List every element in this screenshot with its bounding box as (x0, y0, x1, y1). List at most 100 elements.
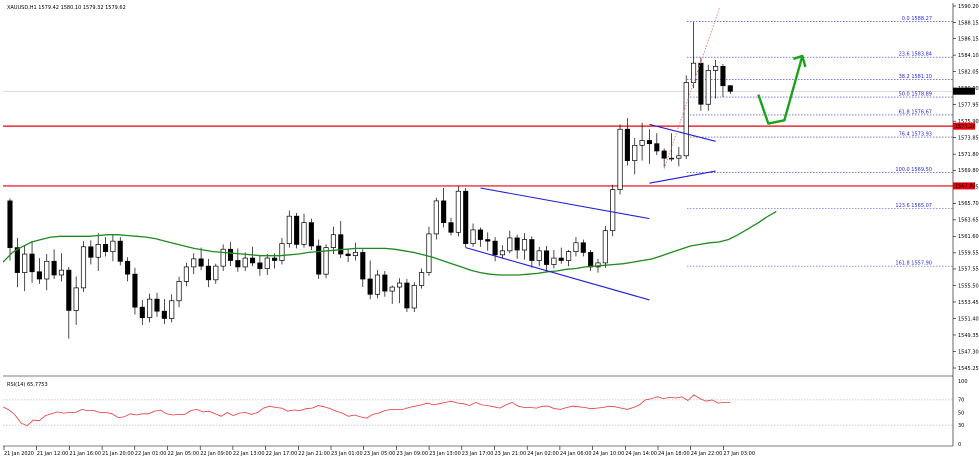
candle (566, 250, 572, 267)
candle (470, 223, 476, 247)
moving-average (2, 210, 777, 276)
candle-body (727, 85, 733, 92)
candle (191, 253, 197, 275)
candle (14, 237, 20, 288)
candle (66, 266, 72, 339)
price-tick-label: 1571.80 (958, 152, 979, 158)
candle (147, 293, 153, 323)
rsi-tick-label: 50 (958, 410, 964, 416)
current-price-tag (953, 87, 975, 95)
candle (720, 63, 726, 98)
candle-body (470, 229, 476, 244)
candle-body (213, 265, 219, 281)
time-tick-label: 23 Jan 01:00 (331, 451, 363, 457)
candle (7, 198, 13, 261)
candle-body (573, 242, 579, 252)
candle-body (360, 252, 366, 280)
candle-body (558, 257, 564, 261)
candle-body (705, 70, 711, 105)
candle (102, 237, 109, 257)
candle-body (566, 251, 572, 261)
candle-body (536, 250, 542, 261)
candle (397, 278, 403, 304)
candle-body (272, 257, 278, 261)
candle-body (499, 250, 506, 256)
price-tick-label: 1584.10 (958, 53, 979, 59)
time-tick-label: 22 Jan 01:00 (135, 451, 167, 457)
level-price-label: 1575.28 (955, 124, 976, 130)
candle (308, 218, 314, 251)
candle-body (397, 282, 403, 288)
candle-body (205, 265, 212, 281)
level-price-tag (953, 122, 975, 130)
candle (73, 276, 79, 325)
candle-body (7, 200, 13, 248)
candle-body (521, 239, 528, 251)
candle (88, 240, 94, 265)
time-tick-label: 22 Jan 09:00 (200, 451, 232, 457)
channel-upper-line (480, 187, 650, 220)
candle-body (102, 244, 109, 252)
candle (360, 249, 366, 288)
time-tick-labels: 21 Jan 2020 21 Jan 12:00 21 Jan 16:00 21 Ja… (3, 446, 755, 457)
candle (536, 246, 542, 267)
fib-level-label: 100.0 1569.50 (895, 167, 932, 173)
candle-body (426, 233, 432, 273)
price-tick-label: 1557.55 (958, 267, 979, 273)
candle (499, 245, 506, 259)
price-tick-label: 1577.95 (958, 102, 979, 108)
fib-level-label: 123.6 1565.07 (895, 203, 932, 209)
candle-body (191, 258, 197, 268)
fib-level-label: 61.8 1576.67 (899, 109, 932, 115)
candle-body (485, 239, 491, 242)
candle-body (235, 260, 241, 268)
candle-body (668, 157, 675, 160)
candle-body (139, 306, 145, 319)
candle-body (617, 128, 623, 190)
candle-body (588, 252, 594, 268)
candle-body (169, 300, 175, 319)
candle (22, 245, 28, 292)
candle (543, 245, 550, 273)
candle-body (507, 237, 513, 252)
candle (374, 270, 381, 299)
candle (257, 255, 263, 276)
candle-body (110, 240, 116, 252)
candle-body (95, 244, 101, 258)
candle-body (22, 253, 28, 273)
candle (639, 122, 645, 161)
fib-level-label: 23.6 1583.84 (899, 52, 932, 58)
candle (154, 292, 160, 317)
current-price-label: 1579.62 (955, 89, 976, 95)
candle (617, 124, 623, 195)
projection-dotted-line (663, 7, 720, 169)
candle-body (58, 269, 65, 276)
candle (352, 242, 359, 261)
candle (161, 299, 167, 325)
candle-body (492, 240, 498, 256)
candle-body (125, 260, 131, 275)
candle-body (352, 252, 359, 257)
candle (529, 236, 535, 268)
candle-body (294, 215, 300, 245)
candle-body (250, 257, 256, 264)
candle-body (551, 257, 557, 265)
candle-body (543, 250, 550, 265)
candle-body (698, 62, 704, 105)
candle (713, 59, 719, 99)
candle (316, 239, 322, 280)
candle (227, 241, 234, 267)
fib-level-label: 50.0 1578.89 (899, 92, 932, 98)
candle (485, 232, 491, 251)
rsi-tick-label: 70 (958, 398, 964, 404)
candle-body (257, 262, 263, 269)
candle-body (308, 222, 314, 247)
candle-body (338, 234, 344, 255)
price-tick-label: 1553.45 (958, 300, 979, 306)
fib-level-label: 76.4 1573.93 (899, 132, 932, 138)
candle (117, 237, 123, 266)
candle (36, 258, 42, 284)
candle-body (147, 298, 153, 319)
candle-body (117, 240, 123, 262)
